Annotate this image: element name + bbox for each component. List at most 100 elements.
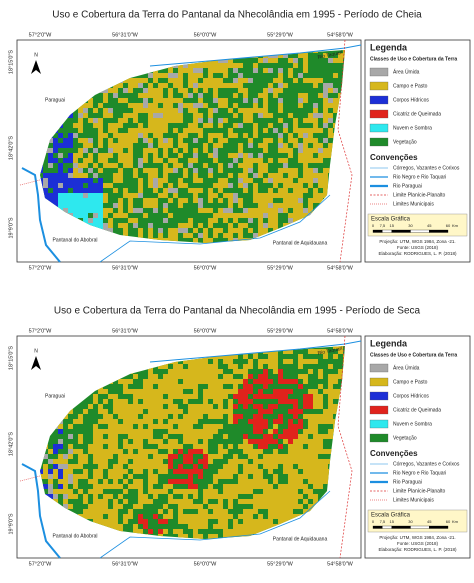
landcover-cell [113, 434, 118, 439]
landcover-cell [103, 459, 108, 464]
landcover-cell [183, 419, 188, 424]
landcover-cell [313, 173, 318, 178]
landcover-cell [83, 193, 88, 198]
landcover-cell [63, 203, 68, 208]
landcover-cell [118, 178, 123, 183]
landcover-cell [53, 474, 58, 479]
landcover-cell [193, 178, 198, 183]
landcover-cell [153, 404, 158, 409]
landcover-cell [273, 208, 278, 213]
landcover-cell [168, 494, 173, 499]
landcover-cell [78, 464, 83, 469]
landcover-cell [103, 183, 108, 188]
landcover-cell [118, 469, 123, 474]
landcover-cell [68, 409, 73, 414]
landcover-cell [218, 499, 223, 504]
landcover-cell [238, 108, 243, 113]
landcover-cell [318, 474, 323, 479]
landcover-cell [168, 228, 173, 233]
landcover-cell [68, 183, 73, 188]
landcover-cell [218, 103, 223, 108]
landcover-cell [88, 509, 93, 514]
landcover-cell [218, 168, 223, 173]
landcover-cell [233, 354, 238, 359]
landcover-cell [188, 68, 193, 73]
landcover-cell [98, 188, 103, 193]
landcover-cell [58, 203, 63, 208]
landcover-cell [73, 198, 78, 203]
landcover-cell [183, 414, 188, 419]
landcover-cell [193, 123, 198, 128]
landcover-cell [83, 218, 88, 223]
scale-tick: 30 [408, 223, 413, 228]
landcover-cell [308, 158, 313, 163]
landcover-cell [213, 359, 218, 364]
landcover-cell [148, 108, 153, 113]
landcover-cell [168, 98, 173, 103]
landcover-cell [318, 459, 323, 464]
landcover-cell [103, 399, 108, 404]
landcover-cell [208, 414, 213, 419]
landcover-cell [183, 128, 188, 133]
landcover-cell [283, 208, 288, 213]
landcover-cell [118, 153, 123, 158]
landcover-cell [288, 454, 293, 459]
landcover-cell [218, 58, 223, 63]
landcover-cell [188, 479, 193, 484]
landcover-cell [263, 394, 268, 399]
landcover-cell [258, 364, 263, 369]
landcover-cell [213, 524, 218, 529]
landcover-cell [148, 484, 153, 489]
landcover-cell [203, 489, 208, 494]
landcover-cell [148, 93, 153, 98]
landcover-cell [103, 509, 108, 514]
landcover-cell [273, 514, 278, 519]
landcover-cell [223, 138, 228, 143]
landcover-cell [168, 238, 173, 243]
landcover-cell [213, 474, 218, 479]
landcover-cell [328, 133, 333, 138]
landcover-cell [313, 484, 318, 489]
rio-negro [99, 194, 331, 263]
landcover-cell [183, 103, 188, 108]
landcover-cell [283, 163, 288, 168]
landcover-cell [288, 193, 293, 198]
landcover-cell [78, 113, 83, 118]
landcover-cell [63, 188, 68, 193]
landcover-cell [313, 414, 318, 419]
landcover-cell [313, 103, 318, 108]
landcover-cell [293, 58, 298, 63]
landcover-cell [213, 424, 218, 429]
landcover-cell [238, 83, 243, 88]
landcover-cell [283, 83, 288, 88]
landcover-cell [288, 439, 293, 444]
scale-unit: Km [452, 223, 459, 228]
landcover-cell [213, 148, 218, 153]
landcover-cell [178, 534, 183, 539]
landcover-cell [158, 143, 163, 148]
landcover-cell [263, 464, 268, 469]
landcover-cell [143, 103, 148, 108]
landcover-cell [153, 494, 158, 499]
landcover-cell [153, 183, 158, 188]
panel-title: Uso e Cobertura da Terra do Pantanal da … [54, 306, 421, 317]
scale-tick: 7,5 [380, 223, 386, 228]
landcover-cell [263, 93, 268, 98]
landcover-cell [113, 93, 118, 98]
landcover-cell [203, 374, 208, 379]
convention-label: Limite Planície-Planalto [393, 488, 445, 494]
landcover-cell [313, 113, 318, 118]
landcover-cell [53, 148, 58, 153]
landcover-cell [48, 153, 53, 158]
landcover-cell [258, 198, 263, 203]
landcover-cell [168, 384, 173, 389]
landcover-cell [183, 359, 188, 364]
landcover-cell [208, 534, 213, 539]
scale-title: Escala Gráfica [371, 513, 411, 519]
landcover-cell [278, 484, 283, 489]
landcover-cell [173, 414, 178, 419]
landcover-cell [293, 143, 298, 148]
landcover-cell [233, 93, 238, 98]
landcover-cell [173, 148, 178, 153]
landcover-cell [163, 464, 168, 469]
